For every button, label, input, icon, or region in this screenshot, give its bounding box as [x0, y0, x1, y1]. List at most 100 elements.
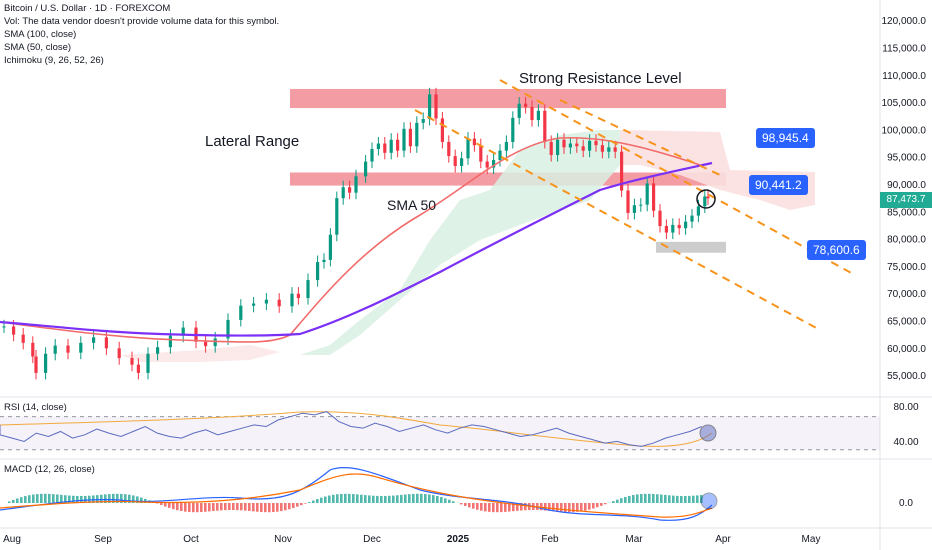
- macd-bar: [636, 494, 639, 503]
- sma50-label[interactable]: SMA (50, close): [4, 42, 72, 53]
- macd-bar: [124, 494, 127, 503]
- macd-bar: [200, 503, 203, 513]
- candle-body: [156, 347, 160, 354]
- signal-line: [0, 473, 713, 518]
- candle-body: [447, 141, 451, 157]
- time-axis-label: Nov: [274, 534, 292, 545]
- macd-bar: [684, 495, 687, 503]
- candle-body: [511, 117, 515, 142]
- candle-body: [453, 156, 457, 166]
- macd-histogram: [8, 493, 703, 513]
- macd-bar: [120, 493, 123, 503]
- candle-body: [645, 183, 649, 205]
- macd-bar: [444, 498, 447, 503]
- macd-bar: [352, 494, 355, 503]
- macd-bar: [548, 503, 551, 511]
- candle-body: [703, 196, 707, 207]
- resistance-zone: [290, 88, 726, 109]
- macd-bar: [328, 495, 331, 503]
- candle-body: [290, 293, 294, 307]
- macd-bar: [592, 503, 595, 509]
- macd-bar: [20, 497, 23, 503]
- candle-body: [690, 215, 694, 222]
- macd-bar: [204, 503, 207, 512]
- candles: [2, 87, 710, 380]
- macd-bar: [384, 495, 387, 503]
- macd-bar: [436, 496, 439, 503]
- candle-body: [66, 345, 70, 353]
- macd-bar: [92, 495, 95, 503]
- macd-bar: [344, 493, 347, 503]
- candle-body: [92, 337, 96, 343]
- macd-bar: [376, 495, 379, 503]
- macd-bar: [632, 495, 635, 503]
- candle-body: [322, 259, 326, 263]
- candle-body: [316, 262, 320, 281]
- macd-bar: [492, 503, 495, 513]
- candle-body: [354, 176, 358, 193]
- macd-bar: [8, 501, 11, 503]
- macd-bar: [316, 499, 319, 503]
- trendline-lower: [414, 109, 821, 331]
- macd-label[interactable]: MACD (12, 26, close): [4, 464, 95, 475]
- candle-body: [44, 353, 48, 373]
- candle-body: [588, 140, 592, 151]
- macd-bar: [72, 495, 75, 503]
- macd-bar: [676, 495, 679, 503]
- price-tick-label: 105,000.0: [882, 98, 927, 109]
- macd-bar: [288, 503, 291, 510]
- candle-body: [146, 353, 150, 373]
- sma100-label[interactable]: SMA (100, close): [4, 29, 77, 40]
- macd-bar: [400, 494, 403, 503]
- price-tick-label: 100,000.0: [882, 125, 927, 136]
- macd-bar: [544, 503, 547, 511]
- ichimoku-label[interactable]: Ichimoku (9, 26, 52, 26): [4, 55, 104, 66]
- macd-bar: [300, 503, 303, 506]
- macd-bar: [640, 494, 643, 503]
- sma100-line: [0, 161, 713, 337]
- macd-bar: [572, 503, 575, 513]
- candle-body: [652, 183, 656, 211]
- macd-bar: [280, 503, 283, 512]
- rsi-line: [0, 411, 702, 447]
- macd-bar: [652, 493, 655, 503]
- candle-body: [677, 224, 681, 229]
- macd-bar: [416, 493, 419, 503]
- rsi-highlight: [699, 424, 717, 442]
- macd-bar: [516, 503, 519, 511]
- candle-body: [408, 128, 412, 147]
- sma50-line: [0, 136, 701, 343]
- macd-bar: [360, 494, 363, 503]
- macd-bar: [560, 503, 563, 512]
- candle-body: [575, 143, 579, 147]
- macd-bar: [368, 495, 371, 503]
- macd-bar: [88, 495, 91, 503]
- price-tick-label: 110,000.0: [882, 71, 926, 82]
- macd-bar: [432, 495, 435, 503]
- price-tick-label: 95,000.0: [887, 153, 926, 164]
- macd-bar: [260, 503, 263, 512]
- trendline-mid: [559, 99, 721, 176]
- candle-body: [264, 299, 268, 304]
- macd-bar: [180, 503, 183, 512]
- candle-body: [543, 110, 547, 142]
- time-axis-label: Dec: [363, 534, 381, 545]
- macd-bar: [644, 493, 647, 503]
- candle-body: [472, 138, 476, 146]
- macd-bar: [388, 495, 391, 503]
- macd-bar: [56, 494, 59, 503]
- candle-body: [626, 190, 630, 213]
- macd-bar: [660, 494, 663, 503]
- candle-body: [568, 143, 572, 148]
- symbol-title: Bitcoin / U.S. Dollar · 1D · FOREXCOM: [4, 3, 171, 14]
- macd-bar: [348, 493, 351, 503]
- macd-bar: [692, 495, 695, 503]
- candle-body: [524, 103, 528, 107]
- macd-bar: [496, 503, 499, 513]
- macd-bar: [612, 501, 615, 503]
- macd-bar: [164, 503, 167, 507]
- macd-bar: [696, 495, 699, 503]
- macd-bar: [240, 503, 243, 511]
- rsi-label[interactable]: RSI (14, close): [4, 402, 67, 413]
